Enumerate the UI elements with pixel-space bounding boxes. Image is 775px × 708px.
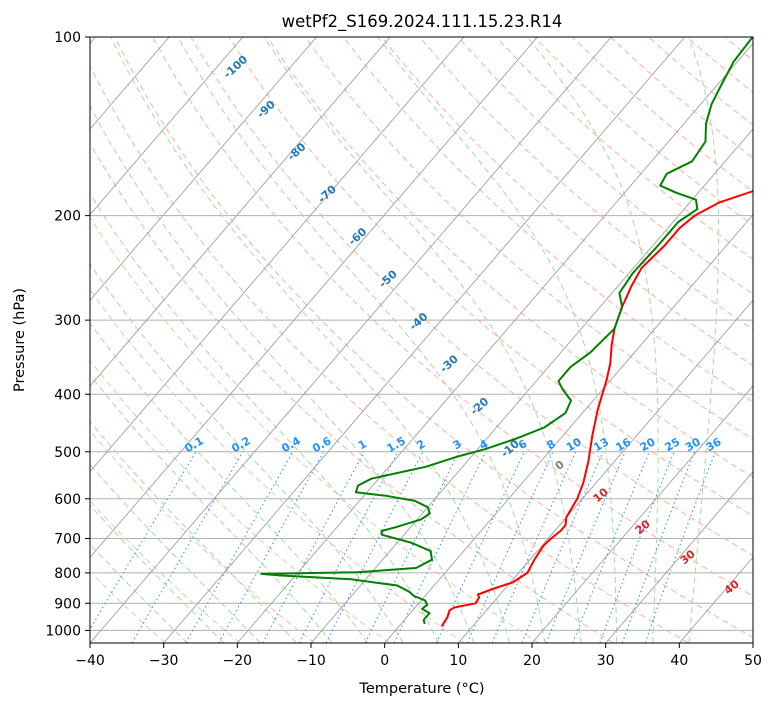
isotherm-line xyxy=(90,37,465,473)
moist-adiabat-line xyxy=(90,192,439,643)
dry-adiabat-line xyxy=(90,64,689,643)
x-tick-label: 0 xyxy=(380,653,389,669)
isotherm-line xyxy=(236,42,753,643)
y-axis-title: Pressure (hPa) xyxy=(12,288,28,392)
y-tick-label: 200 xyxy=(54,209,81,225)
x-axis-title: Temperature (°C) xyxy=(358,681,484,697)
mixing-ratio-line xyxy=(599,451,675,643)
dry-adiabats xyxy=(90,37,753,643)
mixing-ratio-line xyxy=(131,451,244,643)
moist-adiabat-line xyxy=(90,104,475,643)
moist-adiabat-line xyxy=(90,322,369,643)
y-tick-label: 1000 xyxy=(45,623,81,639)
dry-adiabat-line xyxy=(304,37,753,441)
mixing-ratio-line xyxy=(364,451,460,643)
plot-frame xyxy=(89,36,754,644)
isotherm-line xyxy=(90,37,317,302)
x-tick-label: 50 xyxy=(744,653,762,669)
isotherm-line xyxy=(605,470,753,643)
y-tick-label: 900 xyxy=(54,596,81,612)
y-tick-label: 600 xyxy=(54,492,81,508)
dry-adiabat-line xyxy=(90,500,241,643)
moist-adiabat-line xyxy=(110,37,510,643)
moist-adiabat-line xyxy=(90,263,404,643)
x-tick-label: −10 xyxy=(296,653,326,669)
y-tick-label: 300 xyxy=(54,313,81,329)
dry-adiabat-line xyxy=(90,142,614,643)
isotherm-line xyxy=(90,37,538,559)
moist-adiabat-line xyxy=(90,543,188,643)
mixing-ratio-lines xyxy=(90,451,716,643)
isotherm-line xyxy=(457,299,753,643)
dry-adiabat-line xyxy=(457,37,753,295)
dry-adiabat-line xyxy=(572,37,753,192)
isotherm-line xyxy=(90,37,612,643)
isotherms xyxy=(90,37,753,643)
isotherm-line xyxy=(90,37,244,216)
isotherm-line xyxy=(163,37,686,643)
dry-adiabat-line xyxy=(90,359,390,643)
x-tick-label: 30 xyxy=(597,653,615,669)
mixing-ratio-line xyxy=(621,451,696,643)
mixing-ratio-line xyxy=(393,451,487,643)
isotherm-line xyxy=(90,37,391,387)
temperature-profile-line xyxy=(440,190,753,628)
dry-adiabat-line xyxy=(610,37,753,159)
dry-adiabat-line xyxy=(228,37,753,517)
dry-adiabat-line xyxy=(90,288,465,643)
dry-adiabat-line xyxy=(114,37,753,639)
chart-title: wetPf2_S169.2024.111.15.23.R14 xyxy=(282,12,563,32)
isotherm-line xyxy=(310,128,753,643)
x-tick-label: 20 xyxy=(523,653,541,669)
isotherm-line xyxy=(384,214,753,643)
y-tick-label: 100 xyxy=(54,30,81,46)
moist-adiabat-line xyxy=(90,374,333,643)
moist-adiabat-line xyxy=(90,420,297,643)
moist-adiabat-line xyxy=(527,37,659,643)
y-tick-label: 700 xyxy=(54,532,81,548)
x-tick-label: −20 xyxy=(223,653,253,669)
y-tick-label: 400 xyxy=(54,387,81,403)
x-tick-label: 10 xyxy=(449,653,467,669)
pressure-gridlines xyxy=(90,37,753,631)
mixing-ratio-line xyxy=(262,451,365,643)
dry-adiabat-line xyxy=(90,216,540,643)
isotherm-line xyxy=(531,385,753,643)
dewpoint-profile-line xyxy=(260,37,753,625)
dry-adiabat-line xyxy=(190,37,753,557)
y-tick-label: 800 xyxy=(54,566,81,582)
moist-adiabat-line xyxy=(90,463,261,643)
dry-adiabat-line xyxy=(419,37,753,331)
x-tick-label: −40 xyxy=(75,653,105,669)
x-tick-label: 40 xyxy=(670,653,688,669)
mixing-ratio-line xyxy=(435,451,525,643)
x-axis: −40 −30 −20 −10 0 10 20 30 40 50 xyxy=(75,643,762,669)
y-tick-label: 500 xyxy=(54,445,81,461)
dry-adiabat-line xyxy=(152,37,753,597)
dry-adiabat-line xyxy=(266,37,753,478)
moist-adiabat-line xyxy=(688,37,720,643)
mixing-ratio-line xyxy=(90,451,197,631)
profile-series xyxy=(260,37,753,628)
x-tick-label: −30 xyxy=(149,653,179,669)
moist-adiabat-line xyxy=(263,37,582,643)
moist-adiabat-line xyxy=(177,37,546,643)
y-axis: 100 200 300 400 500 600 700 800 900 1000 xyxy=(45,30,90,639)
